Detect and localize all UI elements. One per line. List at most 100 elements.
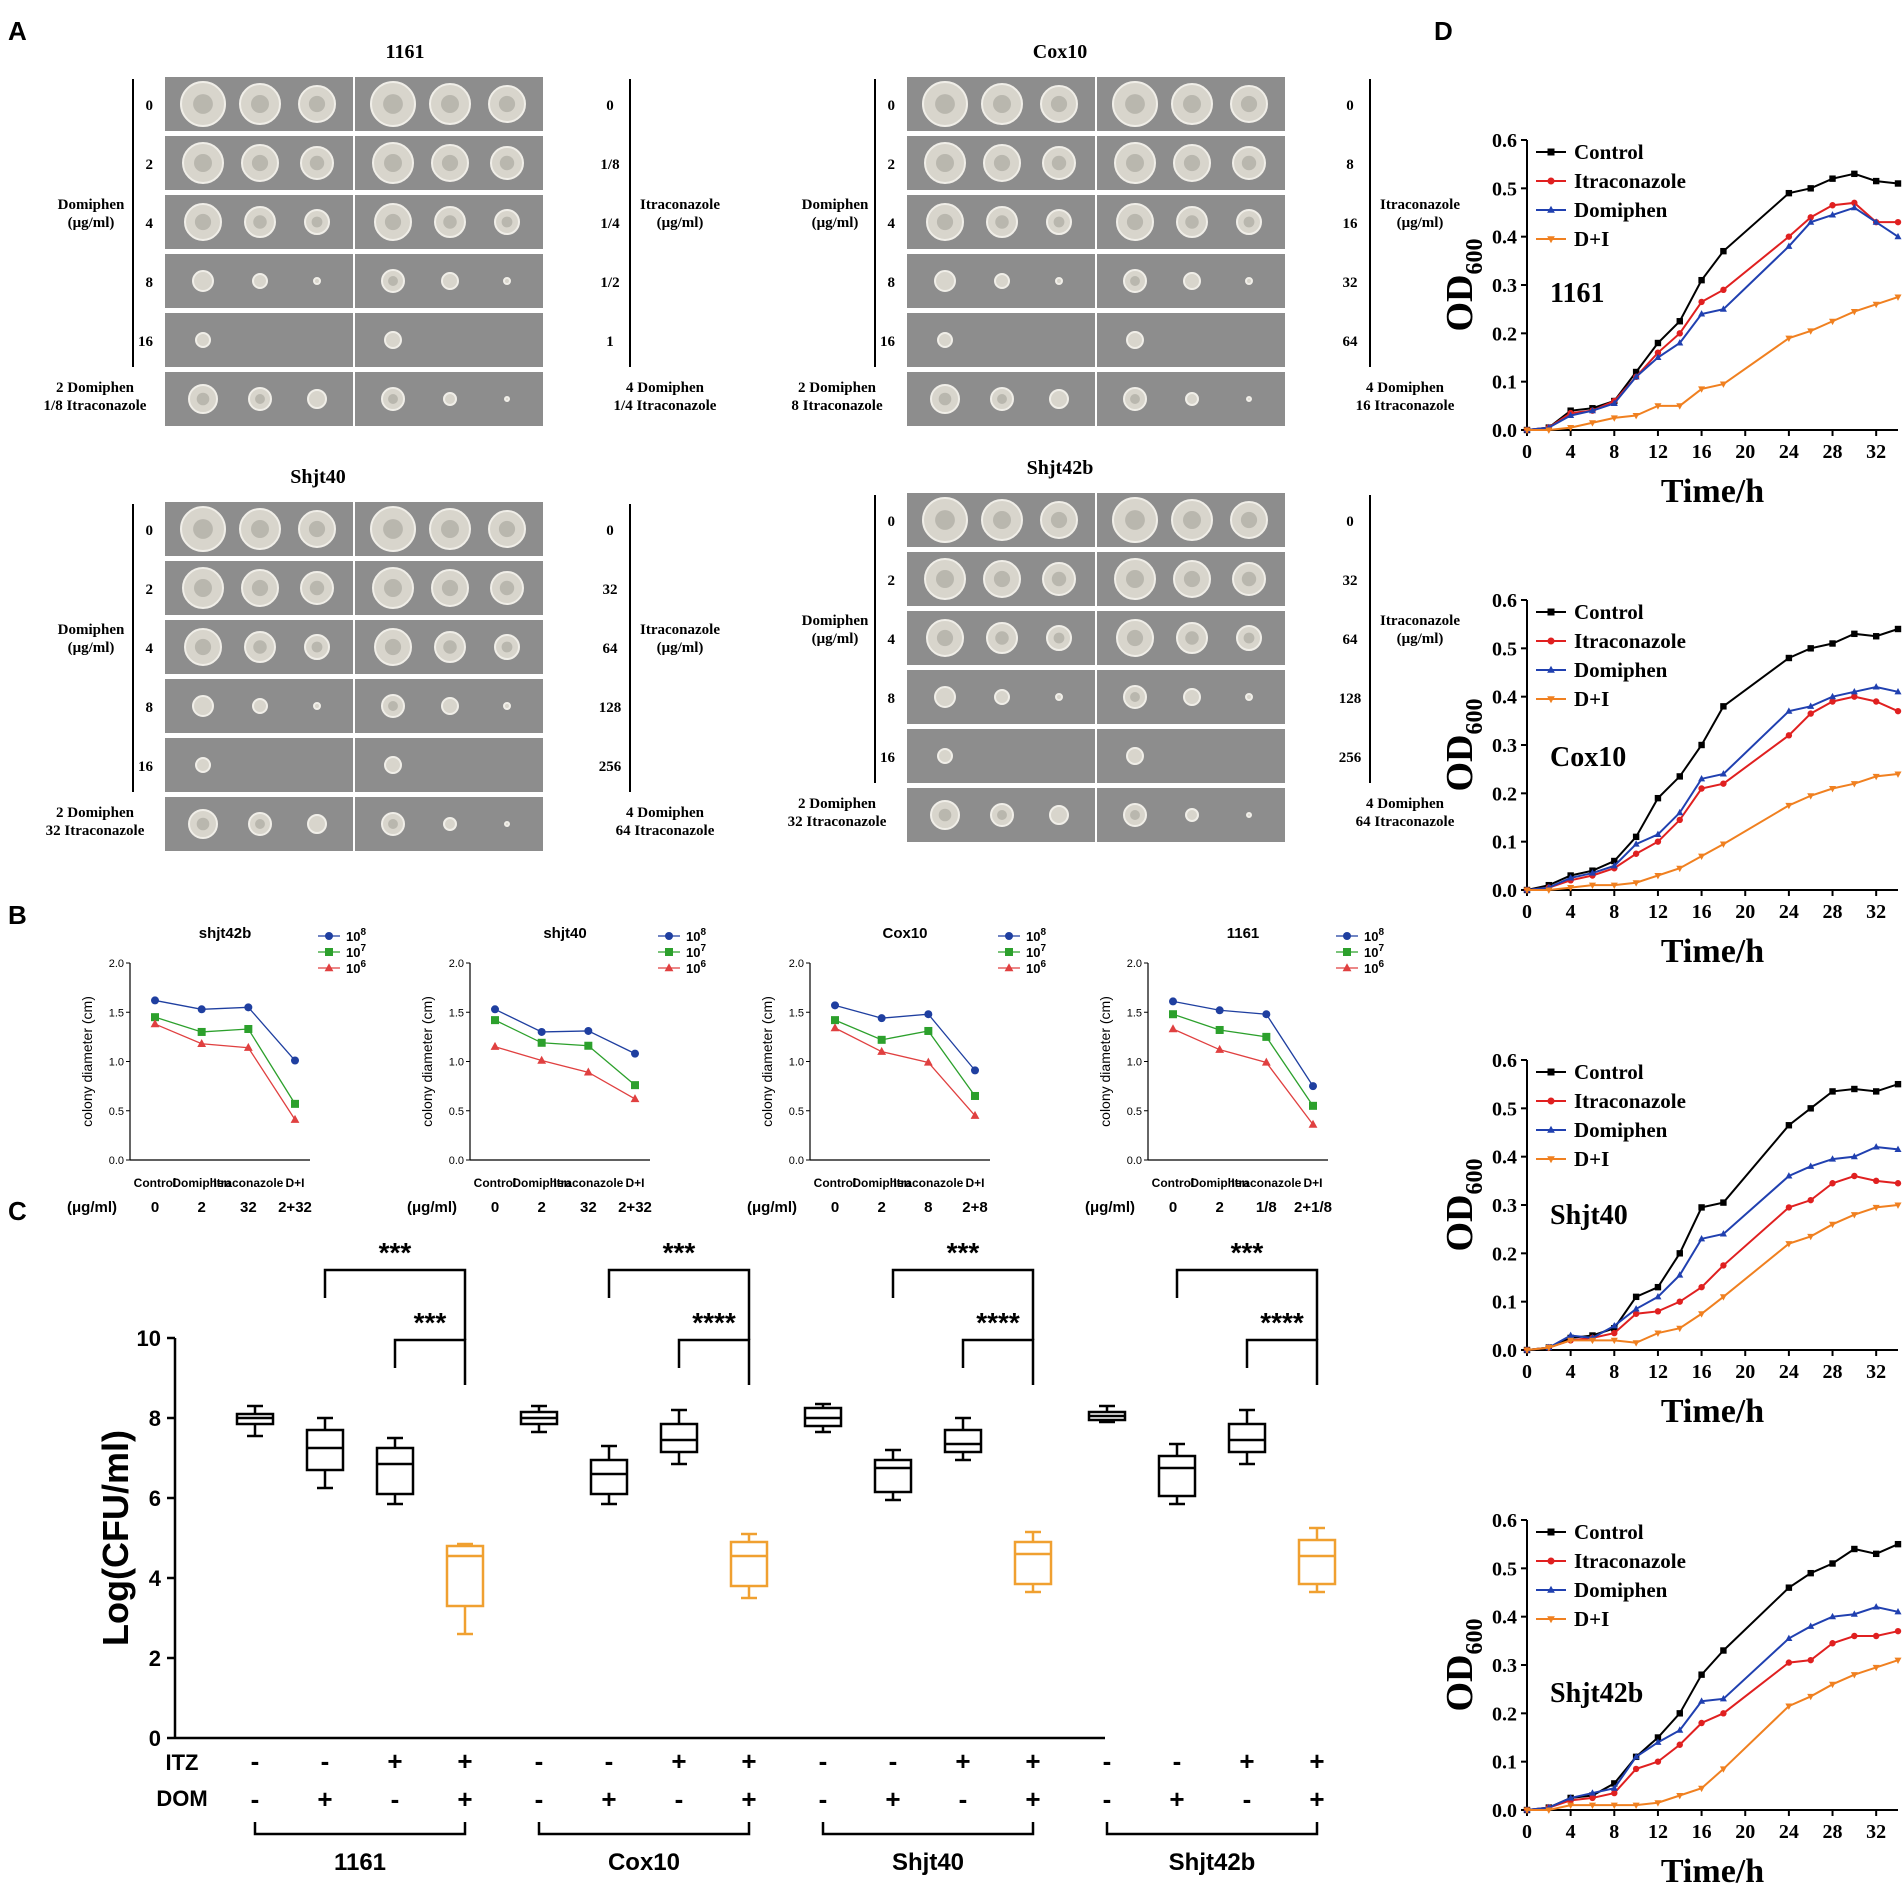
colony-spot-center bbox=[935, 94, 955, 114]
data-point bbox=[970, 1110, 980, 1119]
data-point bbox=[490, 1041, 500, 1050]
plate-row-bg bbox=[1097, 313, 1285, 367]
colony-spot-center bbox=[251, 154, 269, 172]
y-tick-label: 1.5 bbox=[1127, 1007, 1142, 1019]
colony-spot-center bbox=[499, 580, 515, 596]
itraconazole-axis-label: Itraconazole bbox=[640, 622, 720, 638]
colony-spot bbox=[1183, 688, 1201, 706]
category-label: Domiphen bbox=[172, 1176, 231, 1190]
dom-sign: - bbox=[959, 1784, 968, 1814]
data-point bbox=[1676, 330, 1683, 337]
category-label: D+I bbox=[965, 1176, 984, 1190]
colony-spot bbox=[994, 273, 1010, 289]
y-axis-label-sub: 600 bbox=[1462, 1619, 1488, 1655]
data-point bbox=[1785, 1584, 1793, 1591]
series-line-control bbox=[1526, 628, 1899, 891]
domiphen-axis-label: Domiphen bbox=[802, 613, 869, 629]
colony-spot-center bbox=[1130, 394, 1140, 404]
y-tick-label: 0.4 bbox=[1492, 1147, 1517, 1169]
data-point bbox=[151, 996, 159, 1005]
legend-label: Domiphen bbox=[1574, 198, 1668, 222]
y-tick-label: 0.0 bbox=[449, 1155, 464, 1167]
colony-spot-center bbox=[997, 394, 1007, 404]
y-tick-label: 0.0 bbox=[1127, 1155, 1142, 1167]
data-point bbox=[1632, 1293, 1640, 1301]
colony-spot-center bbox=[501, 641, 513, 653]
data-point bbox=[1720, 1199, 1727, 1206]
colony-spot bbox=[195, 332, 211, 348]
legend-exponent: 6 bbox=[360, 959, 366, 970]
itraconazole-conc-label: 0 bbox=[1346, 514, 1354, 530]
sig-bracket-top bbox=[607, 1268, 751, 1340]
data-point bbox=[197, 1005, 206, 1014]
box bbox=[1157, 1442, 1197, 1506]
data-point bbox=[1785, 335, 1793, 343]
itz-sign: + bbox=[1309, 1746, 1324, 1776]
plate-row-bg bbox=[1097, 729, 1285, 783]
data-point bbox=[1588, 406, 1596, 414]
data-point bbox=[1308, 1119, 1318, 1128]
sig-label-top: *** bbox=[663, 1237, 696, 1268]
legend-marker bbox=[1547, 665, 1555, 673]
legend-label: D+I bbox=[1574, 1607, 1609, 1631]
dom-sign: + bbox=[1169, 1784, 1184, 1814]
data-point bbox=[151, 1013, 159, 1022]
data-point bbox=[1567, 874, 1575, 881]
data-point bbox=[1720, 286, 1727, 294]
data-point bbox=[1632, 850, 1640, 857]
box bbox=[1087, 1404, 1127, 1424]
data-point bbox=[877, 1046, 887, 1055]
data-point bbox=[1807, 1162, 1815, 1169]
data-point bbox=[1567, 885, 1575, 892]
growth-chart-shjt40: 0.0 0.1 0.2 0.3 0.4 0.5 0.6 0 4 8 12 16 20 24 28 32 Time… bbox=[1439, 1050, 1902, 1430]
box bbox=[943, 1416, 983, 1462]
y-tick-label: 0.5 bbox=[1127, 1106, 1142, 1118]
data-point bbox=[1829, 785, 1837, 793]
data-point bbox=[1829, 1180, 1836, 1187]
dose-label: 2+1/8 bbox=[1294, 1199, 1332, 1216]
series-line-d+i bbox=[1527, 1659, 1899, 1811]
colony-spot bbox=[252, 698, 268, 714]
data-point bbox=[1698, 853, 1706, 861]
data-point bbox=[1676, 318, 1683, 325]
data-point bbox=[583, 1067, 593, 1076]
series-line-7 bbox=[154, 1016, 296, 1105]
itraconazole-axis-label: Itraconazole bbox=[640, 197, 720, 213]
data-point bbox=[1676, 1741, 1683, 1748]
data-point bbox=[1588, 1802, 1596, 1810]
data-point bbox=[1851, 693, 1858, 700]
legend-base: 10 bbox=[346, 961, 360, 976]
data-point bbox=[1785, 1659, 1793, 1666]
colony-spot-center bbox=[1241, 155, 1257, 171]
data-point bbox=[1719, 1694, 1727, 1702]
colony-spot-center bbox=[936, 629, 954, 647]
x-axis-label: Time/h bbox=[1661, 473, 1764, 510]
data-point bbox=[1698, 1785, 1706, 1793]
category-label: Itraconazole bbox=[553, 1176, 623, 1190]
colony-spot-center bbox=[938, 808, 952, 822]
data-point bbox=[1872, 218, 1880, 225]
y-axis-label: colony diameter (cm) bbox=[1097, 996, 1113, 1127]
colony-spot bbox=[307, 389, 327, 409]
data-point bbox=[1829, 1640, 1836, 1647]
chart-title: shjt40 bbox=[543, 925, 586, 942]
itraconazole-axis-label: Itraconazole bbox=[1380, 197, 1460, 213]
iqr-box bbox=[589, 1458, 629, 1496]
domiphen-conc-label: 8 bbox=[888, 275, 896, 291]
itz-sign: - bbox=[535, 1746, 544, 1776]
series-line-d+i bbox=[1527, 773, 1899, 891]
panel-b-colony-diameter-charts: shjt42b 0.0 0.5 1.0 1.5 2.0 colony diameter (c… bbox=[67, 925, 1384, 1216]
colony-spot-center bbox=[443, 215, 457, 229]
data-point bbox=[1850, 1672, 1858, 1679]
data-point bbox=[1829, 211, 1837, 218]
colony-spot bbox=[1049, 805, 1069, 825]
colony-spot-center bbox=[499, 155, 515, 171]
y-tick-label: 0.2 bbox=[1492, 323, 1517, 345]
box bbox=[445, 1542, 485, 1636]
legend-marker bbox=[1005, 932, 1013, 940]
data-point bbox=[877, 1035, 886, 1044]
colony-spot bbox=[443, 392, 457, 406]
box bbox=[1297, 1526, 1337, 1594]
data-point bbox=[1698, 1204, 1705, 1211]
dom-sign: - bbox=[535, 1784, 544, 1814]
